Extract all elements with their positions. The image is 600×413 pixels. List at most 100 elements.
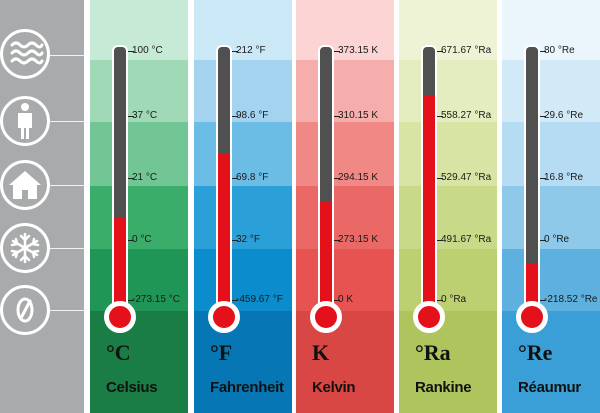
- tick-mark: [128, 51, 134, 52]
- tick-mark: [540, 51, 546, 52]
- unit-symbol: °C: [106, 340, 131, 365]
- tick-label: 0 K: [338, 294, 354, 305]
- thermometer-tube: [524, 45, 540, 314]
- color-band: [296, 249, 394, 311]
- unit-symbol: °Ra: [415, 340, 451, 365]
- tick-mark: [334, 116, 340, 117]
- tick-label: 558.27 °Ra: [441, 110, 492, 121]
- scale-name: Celsius: [106, 379, 158, 396]
- tick-mark: [232, 300, 238, 301]
- color-band: [296, 122, 394, 186]
- tick-label: 0 °Ra: [441, 294, 467, 305]
- zero-icon: [0, 285, 50, 335]
- thermometer-tube: [318, 45, 334, 314]
- guide-line: [50, 248, 84, 249]
- tick-label: -218.52 °Re: [544, 294, 598, 305]
- color-band: [194, 249, 292, 311]
- color-band: [502, 249, 600, 311]
- tick-label: 0 °Re: [544, 234, 570, 245]
- color-band: [502, 0, 600, 60]
- tick-mark: [540, 116, 546, 117]
- color-band: [194, 311, 292, 413]
- tick-label: 273.15 K: [338, 234, 379, 245]
- reference-icon-sidebar: [0, 0, 84, 413]
- tick-mark: [437, 300, 443, 301]
- color-band: [399, 60, 497, 122]
- tick-label: 212 °F: [236, 45, 266, 56]
- color-band: [399, 186, 497, 249]
- tick-mark: [540, 178, 546, 179]
- color-band: [296, 186, 394, 249]
- tick-label: 16.8 °Re: [544, 172, 584, 183]
- color-band: [502, 122, 600, 186]
- color-band: [90, 60, 188, 122]
- tick-mark: [128, 178, 134, 179]
- color-band: [90, 122, 188, 186]
- steam-waves-icon: [0, 29, 50, 79]
- color-band: [90, 311, 188, 413]
- color-band: [502, 186, 600, 249]
- scale-column-celsius: 100 °C 37 °C 21 °C 0 °C -273.15 °C °C Celsius: [90, 0, 188, 413]
- mercury-level: [218, 153, 230, 312]
- color-band: [194, 186, 292, 249]
- color-band: [399, 311, 497, 413]
- tick-mark: [334, 51, 340, 52]
- thermometer-bulb: [413, 301, 445, 333]
- color-band: [90, 249, 188, 311]
- scale-name: Rankine: [415, 379, 472, 396]
- mercury-level: [320, 200, 332, 312]
- color-band: [90, 186, 188, 249]
- thermometer-tube: [421, 45, 437, 314]
- thermometer-bulb: [104, 301, 136, 333]
- tick-label: 491.67 °Ra: [441, 234, 492, 245]
- guide-line: [50, 121, 84, 122]
- tick-mark: [334, 240, 340, 241]
- tick-mark: [540, 300, 546, 301]
- guide-line: [50, 185, 84, 186]
- scale-name: Réaumur: [518, 379, 581, 396]
- color-band: [296, 60, 394, 122]
- tick-label: 29.6 °Re: [544, 110, 584, 121]
- scale-name: Kelvin: [312, 379, 356, 396]
- color-band: [399, 249, 497, 311]
- tick-mark: [128, 116, 134, 117]
- tick-mark: [540, 240, 546, 241]
- unit-symbol: K: [312, 340, 330, 365]
- unit-symbol: °Re: [518, 340, 553, 365]
- mercury-level: [526, 264, 538, 312]
- tick-label: 671.67 °Ra: [441, 45, 492, 56]
- tick-label: 80 °Re: [544, 45, 575, 56]
- color-band: [296, 311, 394, 413]
- scale-column-kelvin: 373.15 K 310.15 K 294.15 K 273.15 K 0 K K Kelv…: [296, 0, 394, 413]
- thermometer-bulb: [516, 301, 548, 333]
- snowflake-icon: [0, 223, 50, 273]
- color-band: [194, 122, 292, 186]
- tick-mark: [437, 116, 443, 117]
- guide-line: [50, 310, 84, 311]
- tick-label: -459.67 °F: [236, 294, 283, 305]
- house-icon: [0, 160, 50, 210]
- tick-label: 21 °C: [132, 172, 158, 183]
- column-divider: [292, 0, 298, 413]
- color-band: [399, 122, 497, 186]
- tick-label: 100 °C: [132, 45, 163, 56]
- tick-label: 32 °F: [236, 234, 261, 245]
- color-band: [502, 311, 600, 413]
- column-divider: [84, 0, 90, 413]
- tick-mark: [232, 178, 238, 179]
- tick-label: 294.15 K: [338, 172, 379, 183]
- scale-name: Fahrenheit: [210, 379, 284, 396]
- tick-mark: [437, 240, 443, 241]
- tick-label: 310.15 K: [338, 110, 379, 121]
- tick-mark: [334, 300, 340, 301]
- scale-column-rankine: 671.67 °Ra 558.27 °Ra 529.47 °Ra 491.67 °Ra…: [399, 0, 497, 413]
- mercury-level: [114, 216, 126, 312]
- tick-mark: [232, 240, 238, 241]
- guide-line: [50, 55, 84, 56]
- tick-mark: [437, 178, 443, 179]
- color-band: [502, 60, 600, 122]
- tick-mark: [437, 51, 443, 52]
- unit-symbol: °F: [210, 340, 233, 365]
- mercury-level: [423, 94, 435, 312]
- tick-mark: [128, 240, 134, 241]
